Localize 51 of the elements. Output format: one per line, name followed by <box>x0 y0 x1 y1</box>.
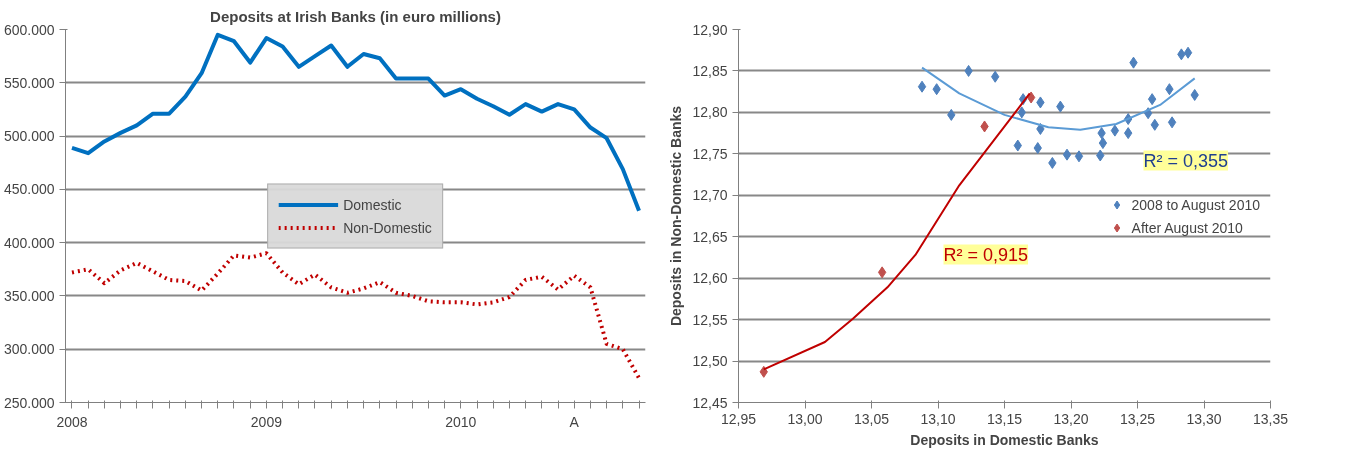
x-tick-label: 2010 <box>445 413 477 430</box>
y-tick-label: 12,60 <box>692 270 728 287</box>
point <box>1098 137 1108 150</box>
annotation: R² = 0,915 <box>943 244 1029 265</box>
legend-label: After August 2010 <box>1131 219 1243 235</box>
x-tick-label: 13,10 <box>920 410 956 427</box>
y-tick-label: 12,65 <box>692 228 728 245</box>
point <box>1167 116 1177 129</box>
y-tick-label: 500.000 <box>3 128 55 145</box>
point <box>1026 91 1036 104</box>
point <box>1074 150 1084 163</box>
line-series <box>69 32 642 213</box>
point <box>877 266 887 279</box>
x-tick-label: A <box>569 413 580 430</box>
point <box>917 80 927 93</box>
y-tick-label: 12,90 <box>692 21 728 38</box>
y-tick-label: 250.000 <box>3 394 55 411</box>
x-tick-label: 13,05 <box>853 410 890 427</box>
annotation: R² = 0,355 <box>1143 150 1229 171</box>
chart-title: Deposits at Irish Banks (in euro millions) <box>210 7 501 25</box>
y-axis-title: Deposits in Non-Domestic Banks <box>668 105 685 327</box>
x-tick-label: 2009 <box>250 413 283 430</box>
x-tick-label: 13,35 <box>1252 410 1289 427</box>
point <box>1183 46 1193 59</box>
x-tick-label: 12,95 <box>720 410 757 427</box>
y-tick-label: 400.000 <box>3 234 55 251</box>
x-tick-label: 13,00 <box>787 410 823 427</box>
y-tick-label: 300.000 <box>3 341 55 358</box>
y-tick-label: 12,80 <box>692 104 728 121</box>
y-tick-label: 450.000 <box>3 181 55 198</box>
y-tick-label: 600.000 <box>3 21 55 38</box>
y-tick-label: 350.000 <box>3 287 55 304</box>
point <box>1110 124 1120 137</box>
x-tick-label: 2008 <box>56 413 88 430</box>
x-tick-label: 13,30 <box>1186 410 1222 427</box>
legend-label: 2008 to August 2010 <box>1131 196 1260 212</box>
x-tick-label: 13,15 <box>986 410 1023 427</box>
y-tick-label: 12,85 <box>692 62 728 79</box>
y-tick-label: 550.000 <box>3 74 55 91</box>
point <box>1147 93 1157 106</box>
legend-label: Domestic <box>343 196 402 212</box>
x-tick-label: 13,20 <box>1053 410 1089 427</box>
y-tick-label: 12,70 <box>692 187 728 204</box>
y-tick-label: 12,50 <box>692 353 728 370</box>
x-axis-title: Deposits in Domestic Banks <box>910 431 1099 448</box>
legend-label: Non-Domestic <box>343 219 432 235</box>
y-tick-label: 12,75 <box>692 145 728 162</box>
y-tick-label: 12,45 <box>692 394 728 411</box>
point <box>1062 148 1072 161</box>
x-tick-label: 13,25 <box>1119 410 1156 427</box>
y-tick-label: 12,55 <box>692 311 728 328</box>
